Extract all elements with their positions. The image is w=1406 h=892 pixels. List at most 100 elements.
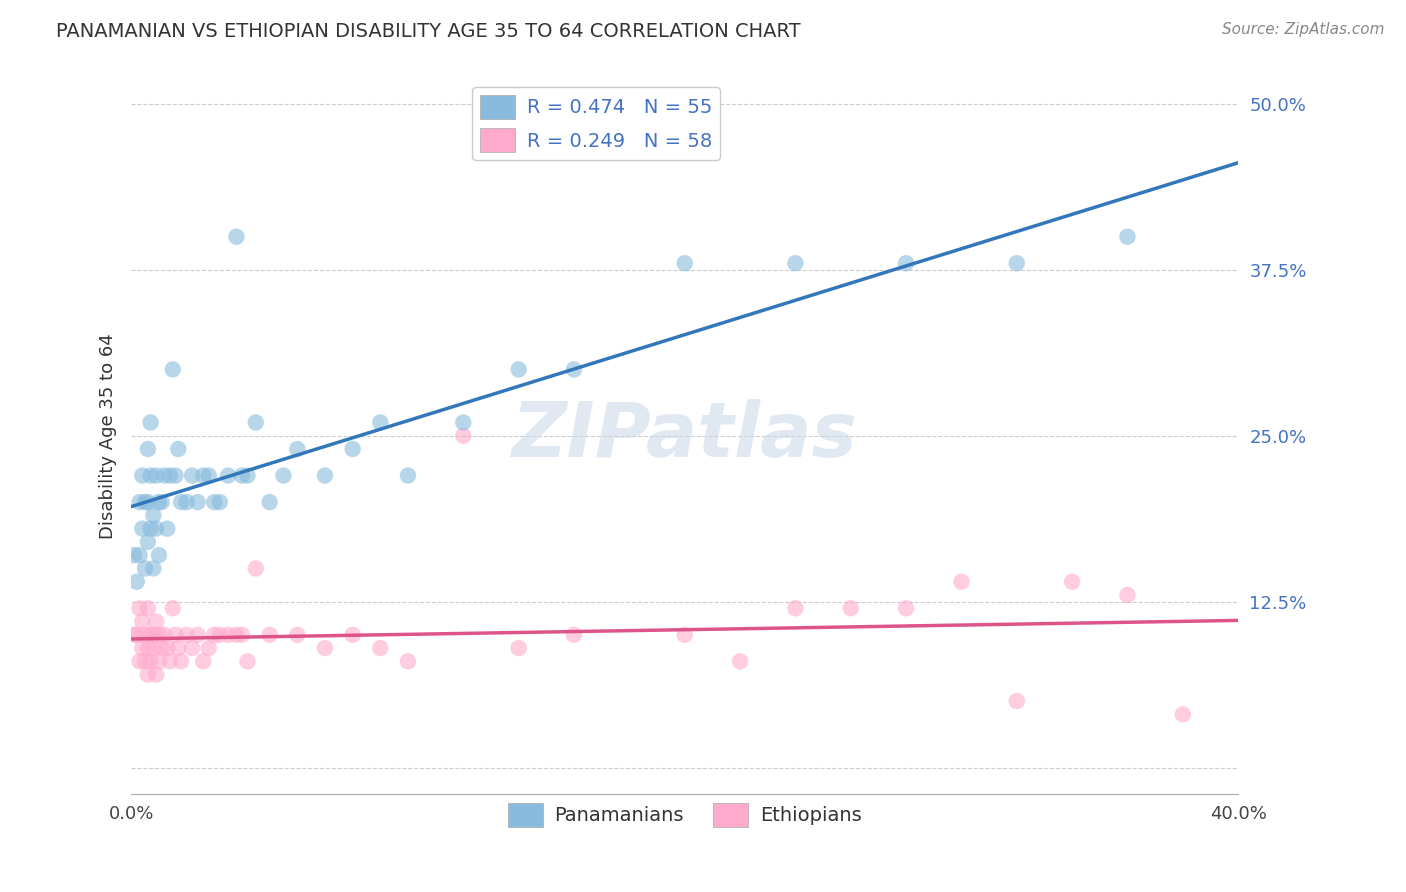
Point bbox=[131, 522, 153, 536]
Point bbox=[139, 416, 162, 430]
Point bbox=[153, 628, 176, 642]
Point bbox=[950, 574, 973, 589]
Point bbox=[170, 495, 193, 509]
Point bbox=[125, 574, 148, 589]
Point bbox=[181, 641, 204, 656]
Point bbox=[197, 641, 219, 656]
Point bbox=[139, 522, 162, 536]
Point bbox=[285, 442, 308, 456]
Point bbox=[453, 416, 475, 430]
Point bbox=[314, 641, 336, 656]
Point bbox=[128, 601, 150, 615]
Point bbox=[202, 628, 225, 642]
Point bbox=[673, 256, 696, 270]
Point bbox=[217, 468, 239, 483]
Point bbox=[148, 495, 170, 509]
Point bbox=[156, 522, 179, 536]
Point bbox=[136, 641, 159, 656]
Point bbox=[202, 495, 225, 509]
Point bbox=[145, 615, 167, 629]
Point bbox=[1116, 588, 1139, 602]
Text: PANAMANIAN VS ETHIOPIAN DISABILITY AGE 35 TO 64 CORRELATION CHART: PANAMANIAN VS ETHIOPIAN DISABILITY AGE 3… bbox=[56, 22, 801, 41]
Point bbox=[368, 416, 391, 430]
Y-axis label: Disability Age 35 to 64: Disability Age 35 to 64 bbox=[100, 333, 117, 539]
Point bbox=[187, 628, 209, 642]
Point bbox=[231, 468, 253, 483]
Point bbox=[785, 256, 807, 270]
Point bbox=[145, 468, 167, 483]
Point bbox=[314, 468, 336, 483]
Point bbox=[225, 628, 247, 642]
Point bbox=[208, 628, 231, 642]
Point bbox=[136, 495, 159, 509]
Point bbox=[162, 601, 184, 615]
Point bbox=[153, 468, 176, 483]
Point bbox=[508, 641, 530, 656]
Legend: Panamanians, Ethiopians: Panamanians, Ethiopians bbox=[501, 795, 869, 835]
Point bbox=[673, 628, 696, 642]
Point bbox=[145, 522, 167, 536]
Point bbox=[396, 654, 419, 668]
Point bbox=[245, 416, 267, 430]
Point bbox=[148, 628, 170, 642]
Point bbox=[128, 548, 150, 562]
Point bbox=[1005, 694, 1028, 708]
Point bbox=[785, 601, 807, 615]
Point bbox=[396, 468, 419, 483]
Point bbox=[139, 628, 162, 642]
Point bbox=[159, 654, 181, 668]
Point bbox=[134, 654, 156, 668]
Point bbox=[187, 495, 209, 509]
Point bbox=[131, 641, 153, 656]
Text: Source: ZipAtlas.com: Source: ZipAtlas.com bbox=[1222, 22, 1385, 37]
Point bbox=[136, 667, 159, 681]
Point bbox=[225, 229, 247, 244]
Point bbox=[139, 468, 162, 483]
Point bbox=[156, 641, 179, 656]
Point bbox=[142, 641, 165, 656]
Point bbox=[259, 495, 281, 509]
Point bbox=[165, 468, 187, 483]
Point bbox=[139, 654, 162, 668]
Point bbox=[150, 495, 173, 509]
Point bbox=[1062, 574, 1084, 589]
Point bbox=[136, 535, 159, 549]
Point bbox=[259, 628, 281, 642]
Point bbox=[236, 654, 259, 668]
Point bbox=[193, 468, 215, 483]
Point bbox=[131, 615, 153, 629]
Point bbox=[136, 601, 159, 615]
Point bbox=[217, 628, 239, 642]
Point bbox=[128, 654, 150, 668]
Point bbox=[231, 628, 253, 642]
Point bbox=[150, 641, 173, 656]
Point bbox=[170, 654, 193, 668]
Point bbox=[148, 548, 170, 562]
Point bbox=[236, 468, 259, 483]
Point bbox=[142, 628, 165, 642]
Point bbox=[245, 561, 267, 575]
Point bbox=[159, 468, 181, 483]
Point bbox=[181, 468, 204, 483]
Point bbox=[839, 601, 862, 615]
Point bbox=[134, 561, 156, 575]
Point bbox=[342, 628, 364, 642]
Point bbox=[342, 442, 364, 456]
Point bbox=[176, 495, 198, 509]
Point bbox=[134, 495, 156, 509]
Point bbox=[145, 667, 167, 681]
Point bbox=[197, 468, 219, 483]
Point bbox=[122, 628, 145, 642]
Point bbox=[894, 601, 917, 615]
Point bbox=[176, 628, 198, 642]
Text: ZIPatlas: ZIPatlas bbox=[512, 399, 858, 473]
Point bbox=[136, 442, 159, 456]
Point bbox=[894, 256, 917, 270]
Point bbox=[453, 428, 475, 442]
Point bbox=[142, 508, 165, 523]
Point bbox=[285, 628, 308, 642]
Point bbox=[368, 641, 391, 656]
Point bbox=[125, 628, 148, 642]
Point bbox=[165, 628, 187, 642]
Point bbox=[728, 654, 751, 668]
